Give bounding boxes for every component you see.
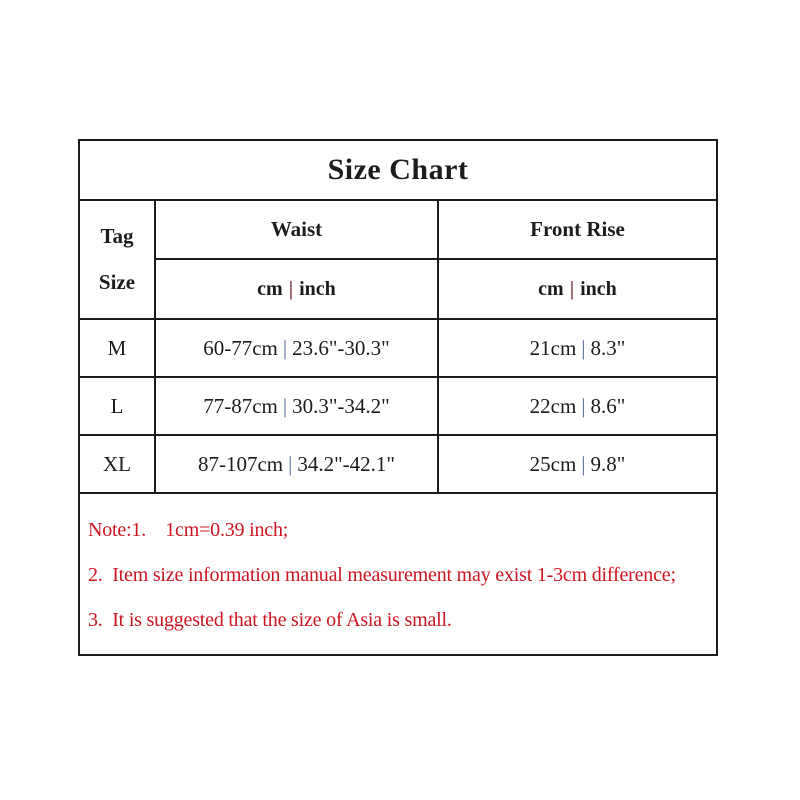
pipe-separator: |: [581, 451, 586, 476]
note-line-2: 2. Item size information manual measurem…: [88, 564, 676, 586]
row-waist-value: 77-87cm | 30.3"-34.2": [156, 378, 439, 436]
unit-cm-label: cm: [257, 278, 283, 300]
rise-cm-value: 21cm: [529, 335, 577, 360]
pipe-separator: |: [282, 393, 288, 418]
rise-cm-value: 22cm: [529, 393, 577, 418]
pipe-separator: |: [569, 278, 575, 300]
pipe-separator: |: [581, 393, 586, 418]
rise-inch-value: 9.8": [590, 451, 626, 476]
unit-cm-label: cm: [538, 278, 564, 300]
rise-inch-value: 8.6": [590, 393, 626, 418]
pipe-separator: |: [282, 335, 288, 360]
rise-inch-value: 8.3": [590, 335, 626, 360]
size-chart-table: Size Chart Tag Size Waist Front Rise cm …: [78, 139, 718, 656]
unit-header-front-rise: cm | inch: [439, 260, 716, 320]
row-waist-value: 60-77cm | 23.6"-30.3": [156, 320, 439, 378]
page-title: Size Chart: [80, 141, 716, 201]
waist-inch-value: 30.3"-34.2": [292, 393, 390, 418]
tag-size-line1: Tag: [100, 224, 134, 248]
pipe-separator: |: [288, 451, 293, 476]
waist-cm-value: 77-87cm: [203, 393, 278, 418]
row-waist-value: 87-107cm | 34.2"-42.1": [156, 436, 439, 494]
row-front-rise-value: 25cm | 9.8": [439, 436, 716, 494]
note-line-1: Note:1. 1cm=0.39 inch;: [88, 519, 289, 541]
row-size-label: L: [80, 378, 156, 436]
pipe-separator: |: [288, 278, 294, 300]
row-front-rise-value: 22cm | 8.6": [439, 378, 716, 436]
waist-inch-value: 23.6"-30.3": [292, 335, 390, 360]
column-header-waist: Waist: [156, 201, 439, 260]
unit-inch-label: inch: [580, 278, 617, 300]
waist-cm-value: 60-77cm: [203, 335, 278, 360]
column-header-tag-size: Tag Size: [80, 201, 156, 320]
pipe-separator: |: [581, 335, 586, 360]
column-header-front-rise: Front Rise: [439, 201, 716, 260]
tag-size-line2: Size: [98, 270, 136, 294]
note-line-3: 3. It is suggested that the size of Asia…: [88, 609, 452, 631]
unit-inch-label: inch: [299, 278, 336, 300]
waist-cm-value: 87-107cm: [197, 451, 284, 476]
unit-header-waist: cm | inch: [156, 260, 439, 320]
row-front-rise-value: 21cm | 8.3": [439, 320, 716, 378]
row-size-label: XL: [80, 436, 156, 494]
row-size-label: M: [80, 320, 156, 378]
waist-inch-value: 34.2"-42.1": [297, 451, 395, 476]
rise-cm-value: 25cm: [529, 451, 577, 476]
notes-section: Note:1. 1cm=0.39 inch; 2. Item size info…: [80, 494, 716, 654]
